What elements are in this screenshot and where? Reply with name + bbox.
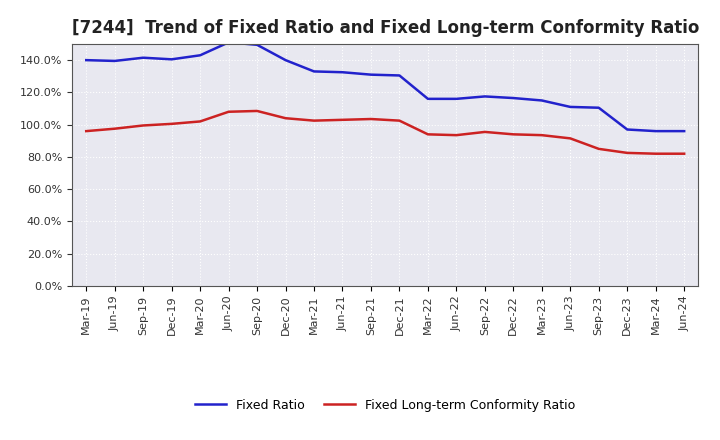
Fixed Ratio (623, 127, 631, 132)
Line: Fixed Long-term Conformity Ratio: Fixed Long-term Conformity Ratio (86, 111, 684, 154)
Fixed Ratio (310, 69, 318, 74)
Fixed Ratio (366, 72, 375, 77)
Fixed Ratio (595, 105, 603, 110)
Fixed Ratio (282, 58, 290, 63)
Fixed Ratio (452, 96, 461, 102)
Fixed Long-term Conformity Ratio (82, 128, 91, 134)
Fixed Long-term Conformity Ratio (225, 109, 233, 114)
Fixed Long-term Conformity Ratio (366, 116, 375, 121)
Fixed Long-term Conformity Ratio (253, 108, 261, 114)
Fixed Long-term Conformity Ratio (423, 132, 432, 137)
Fixed Ratio (338, 70, 347, 75)
Fixed Long-term Conformity Ratio (566, 136, 575, 141)
Fixed Ratio (110, 58, 119, 63)
Fixed Ratio (509, 95, 518, 101)
Line: Fixed Ratio: Fixed Ratio (86, 42, 684, 131)
Fixed Long-term Conformity Ratio (652, 151, 660, 156)
Fixed Ratio (225, 40, 233, 45)
Fixed Ratio (253, 42, 261, 48)
Fixed Long-term Conformity Ratio (480, 129, 489, 135)
Fixed Ratio (139, 55, 148, 60)
Fixed Ratio (167, 57, 176, 62)
Fixed Long-term Conformity Ratio (282, 116, 290, 121)
Fixed Long-term Conformity Ratio (595, 146, 603, 151)
Fixed Long-term Conformity Ratio (509, 132, 518, 137)
Fixed Long-term Conformity Ratio (338, 117, 347, 122)
Fixed Ratio (537, 98, 546, 103)
Fixed Long-term Conformity Ratio (310, 118, 318, 123)
Fixed Long-term Conformity Ratio (139, 123, 148, 128)
Fixed Ratio (680, 128, 688, 134)
Fixed Long-term Conformity Ratio (537, 132, 546, 138)
Fixed Long-term Conformity Ratio (196, 119, 204, 124)
Fixed Long-term Conformity Ratio (167, 121, 176, 127)
Fixed Long-term Conformity Ratio (452, 132, 461, 138)
Title: [7244]  Trend of Fixed Ratio and Fixed Long-term Conformity Ratio: [7244] Trend of Fixed Ratio and Fixed Lo… (71, 19, 699, 37)
Fixed Long-term Conformity Ratio (110, 126, 119, 131)
Fixed Ratio (480, 94, 489, 99)
Fixed Ratio (395, 73, 404, 78)
Fixed Ratio (196, 53, 204, 58)
Fixed Ratio (652, 128, 660, 134)
Fixed Long-term Conformity Ratio (680, 151, 688, 156)
Fixed Long-term Conformity Ratio (623, 150, 631, 156)
Fixed Ratio (82, 58, 91, 63)
Fixed Ratio (566, 104, 575, 110)
Fixed Ratio (423, 96, 432, 102)
Legend: Fixed Ratio, Fixed Long-term Conformity Ratio: Fixed Ratio, Fixed Long-term Conformity … (190, 394, 580, 417)
Fixed Long-term Conformity Ratio (395, 118, 404, 123)
